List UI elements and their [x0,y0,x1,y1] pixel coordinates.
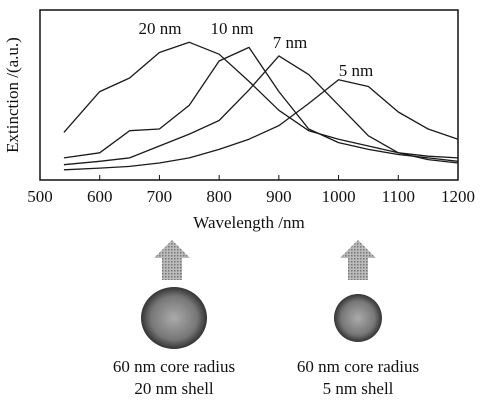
plot-frame [39,9,459,181]
x-tick-label: 1100 [382,187,415,206]
arrow [340,240,376,280]
particle-caption: 20 nm shell [134,379,214,398]
x-tick-label: 1200 [441,187,475,206]
x-axis-label: Wavelength /nm [193,213,304,232]
series-label: 7 nm [273,33,307,52]
x-tick-label: 800 [206,187,232,206]
x-tick-label: 500 [27,187,53,206]
spectrum-line [63,55,459,166]
arrow [154,240,190,280]
spectrum-line [63,41,459,159]
x-tick-label: 600 [87,187,113,206]
particle-caption: 60 nm core radius [297,357,419,376]
spectrum-line [63,46,459,162]
x-tick-label: 900 [266,187,292,206]
particle-caption: 60 nm core radius [113,357,235,376]
x-tick-label: 1000 [322,187,356,206]
series-label: 10 nm [211,19,254,38]
series-label: 20 nm [139,19,182,38]
particle-caption: 5 nm shell [323,379,394,398]
x-tick-label: 700 [147,187,173,206]
spectrum-line [63,79,459,171]
y-axis-label: Extinction /(a.u.) [3,37,22,153]
particle [334,294,382,342]
particle [141,287,207,349]
series-label: 5 nm [339,61,373,80]
